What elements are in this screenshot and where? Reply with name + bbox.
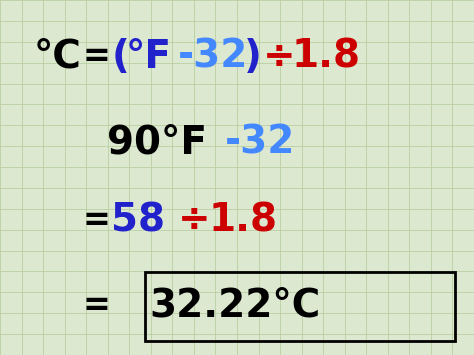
Text: 1.8: 1.8 <box>209 201 278 239</box>
Text: =: = <box>83 289 111 322</box>
Text: °F: °F <box>126 38 172 76</box>
Text: ÷: ÷ <box>263 38 296 76</box>
Text: ): ) <box>244 38 262 76</box>
Text: =: = <box>83 40 111 73</box>
Text: -32: -32 <box>178 38 248 76</box>
Text: 58: 58 <box>111 201 165 239</box>
Text: 90°F: 90°F <box>107 123 207 161</box>
Bar <box>145 272 455 341</box>
Text: =: = <box>83 204 111 236</box>
Text: 1.8: 1.8 <box>292 38 361 76</box>
Text: 32.22°C: 32.22°C <box>149 286 320 324</box>
Text: ÷: ÷ <box>178 201 210 239</box>
Text: °C: °C <box>33 38 81 76</box>
Text: -32: -32 <box>225 123 295 161</box>
Text: (: ( <box>111 38 129 76</box>
